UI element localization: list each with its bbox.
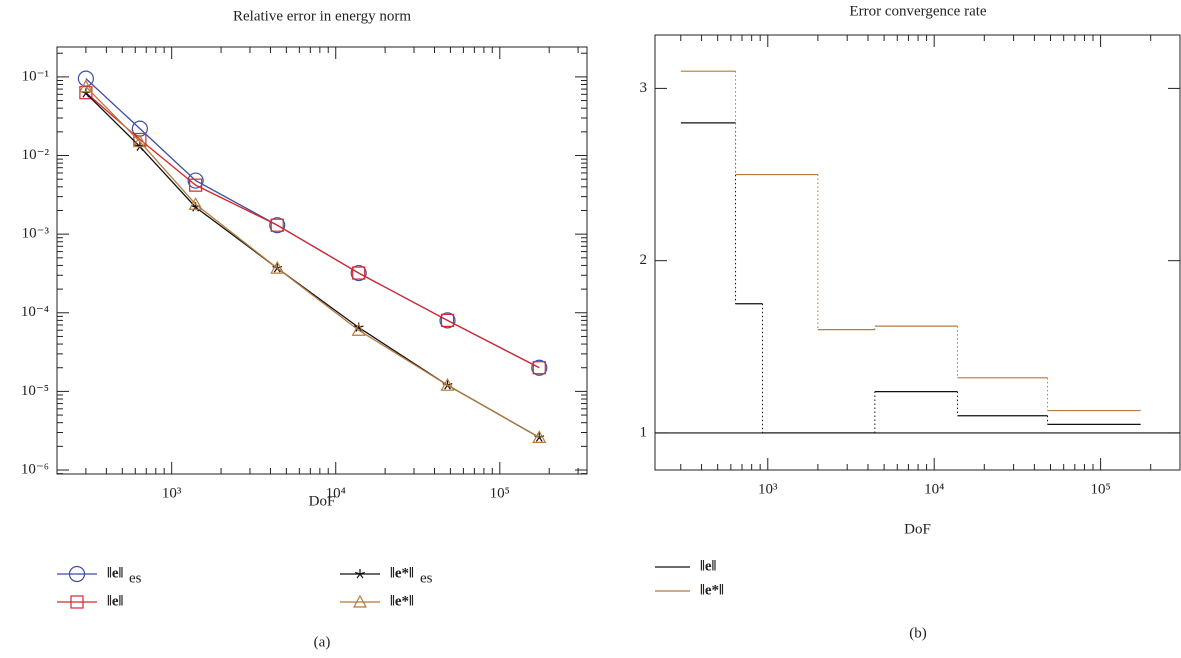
- marker: [351, 322, 366, 336]
- x-tick-label: 10⁵: [1090, 481, 1110, 497]
- panel-label: (b): [909, 625, 927, 641]
- y-tick-label: 10⁻⁴: [21, 304, 49, 320]
- marker: [270, 260, 285, 274]
- marker: [80, 88, 91, 98]
- marker: [352, 594, 368, 608]
- x-tick-label: 10³: [758, 481, 778, 497]
- x-tick-label: 10⁴: [924, 481, 944, 497]
- chart-title: Relative error in energy norm: [233, 8, 411, 24]
- series-line: [85, 92, 540, 438]
- marker: [270, 218, 284, 232]
- marker: [188, 196, 203, 210]
- y-tick-label: 10⁻¹: [22, 68, 49, 84]
- series-line: [85, 86, 540, 438]
- marker: [132, 134, 147, 148]
- plot-frame: [654, 34, 1181, 471]
- marker: [531, 359, 548, 376]
- marker: [439, 312, 456, 329]
- legend-label: ‖e*‖: [700, 582, 724, 598]
- x-tick-label: 10⁴: [326, 485, 346, 501]
- marker: [269, 217, 286, 234]
- marker: [440, 377, 455, 391]
- legend-label: ‖e*‖: [390, 593, 414, 609]
- marker: [352, 266, 366, 280]
- y-tick-label: 10⁻²: [22, 147, 50, 163]
- legend-label: ‖e‖: [107, 593, 124, 609]
- marker: [134, 141, 145, 151]
- panel-label: (a): [314, 634, 331, 650]
- marker: [187, 172, 204, 189]
- legend-subscript: es: [129, 570, 142, 586]
- legend-label: ‖e‖: [107, 565, 124, 581]
- series-line: [85, 78, 540, 369]
- plot-frame: [56, 46, 588, 475]
- marker: [189, 178, 203, 192]
- y-tick-label: 2: [640, 252, 648, 268]
- y-tick-label: 3: [640, 80, 648, 96]
- x-axis-label: DoF: [309, 493, 336, 509]
- y-tick-label: 10⁻⁵: [21, 383, 49, 399]
- chart-title: Error convergence rate: [849, 3, 986, 19]
- y-tick-label: 10⁻⁶: [21, 461, 49, 477]
- x-axis-label: DoF: [904, 521, 931, 537]
- marker: [440, 313, 455, 327]
- x-tick-label: 10⁵: [490, 485, 510, 501]
- y-tick-label: 10⁻³: [22, 226, 50, 242]
- legend-label: ‖e*‖: [390, 565, 414, 581]
- marker: [355, 569, 365, 579]
- legend-label: ‖e‖: [700, 558, 717, 574]
- legend-subscript: es: [420, 570, 433, 586]
- marker: [350, 264, 367, 282]
- y-tick-label: 1: [640, 424, 648, 440]
- marker: [78, 79, 93, 93]
- marker: [532, 361, 546, 375]
- marker: [70, 595, 84, 609]
- marker: [68, 565, 86, 583]
- x-tick-label: 10³: [162, 485, 182, 501]
- series-line: [85, 92, 540, 369]
- marker: [532, 430, 547, 443]
